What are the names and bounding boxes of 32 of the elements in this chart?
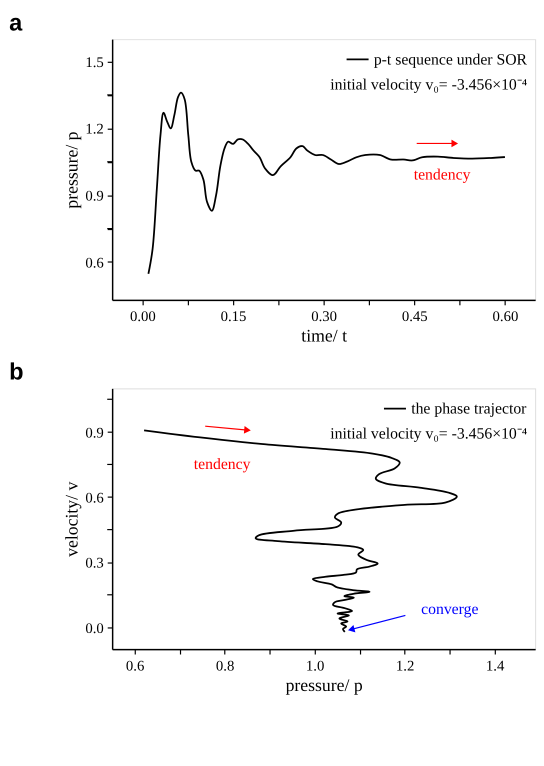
y-tick-label: 0.6	[85, 490, 104, 506]
x-tick-label: 1.2	[396, 658, 414, 674]
x-tick-label: 1.0	[306, 658, 324, 674]
y-tick-label: 0.9	[85, 425, 104, 442]
x-tick-label: 1.4	[486, 658, 505, 674]
y-axis-title: velocity/ v	[61, 482, 82, 557]
y-axis-title: pressure/ p	[61, 131, 82, 209]
y-tick-label: 1.5	[85, 54, 104, 71]
annotation: tendency	[194, 456, 251, 473]
chart-title: b	[9, 360, 24, 386]
x-tick-label: 0.30	[311, 309, 338, 326]
x-tick-label: 0.00	[130, 309, 156, 326]
y-tick-label: 1.2	[85, 122, 104, 138]
x-axis-title: time/ t	[301, 326, 348, 346]
legend-label: the phase trajector	[411, 400, 528, 418]
chart-title: a	[9, 10, 24, 36]
annotation: initial velocity v₀= -3.456×10⁻⁴	[330, 76, 528, 94]
y-tick-label: 0.9	[85, 188, 104, 205]
x-tick-label: 0.60	[492, 309, 518, 326]
annotation: initial velocity v₀= -3.456×10⁻⁴	[330, 426, 528, 443]
y-tick-label: 0.6	[85, 255, 104, 272]
x-axis-title: pressure/ p	[286, 674, 363, 695]
y-tick-label: 0.3	[85, 556, 104, 572]
annotation: converge	[421, 601, 478, 618]
x-tick-label: 0.8	[216, 658, 234, 674]
x-tick-label: 0.15	[220, 309, 246, 326]
line-series	[148, 92, 506, 275]
legend-label: p-t sequence under SOR	[374, 51, 528, 68]
annotation: tendency	[414, 166, 471, 184]
x-tick-label: 0.45	[402, 309, 428, 326]
x-tick-label: 0.6	[126, 658, 144, 674]
y-tick-label: 0.0	[85, 620, 104, 637]
